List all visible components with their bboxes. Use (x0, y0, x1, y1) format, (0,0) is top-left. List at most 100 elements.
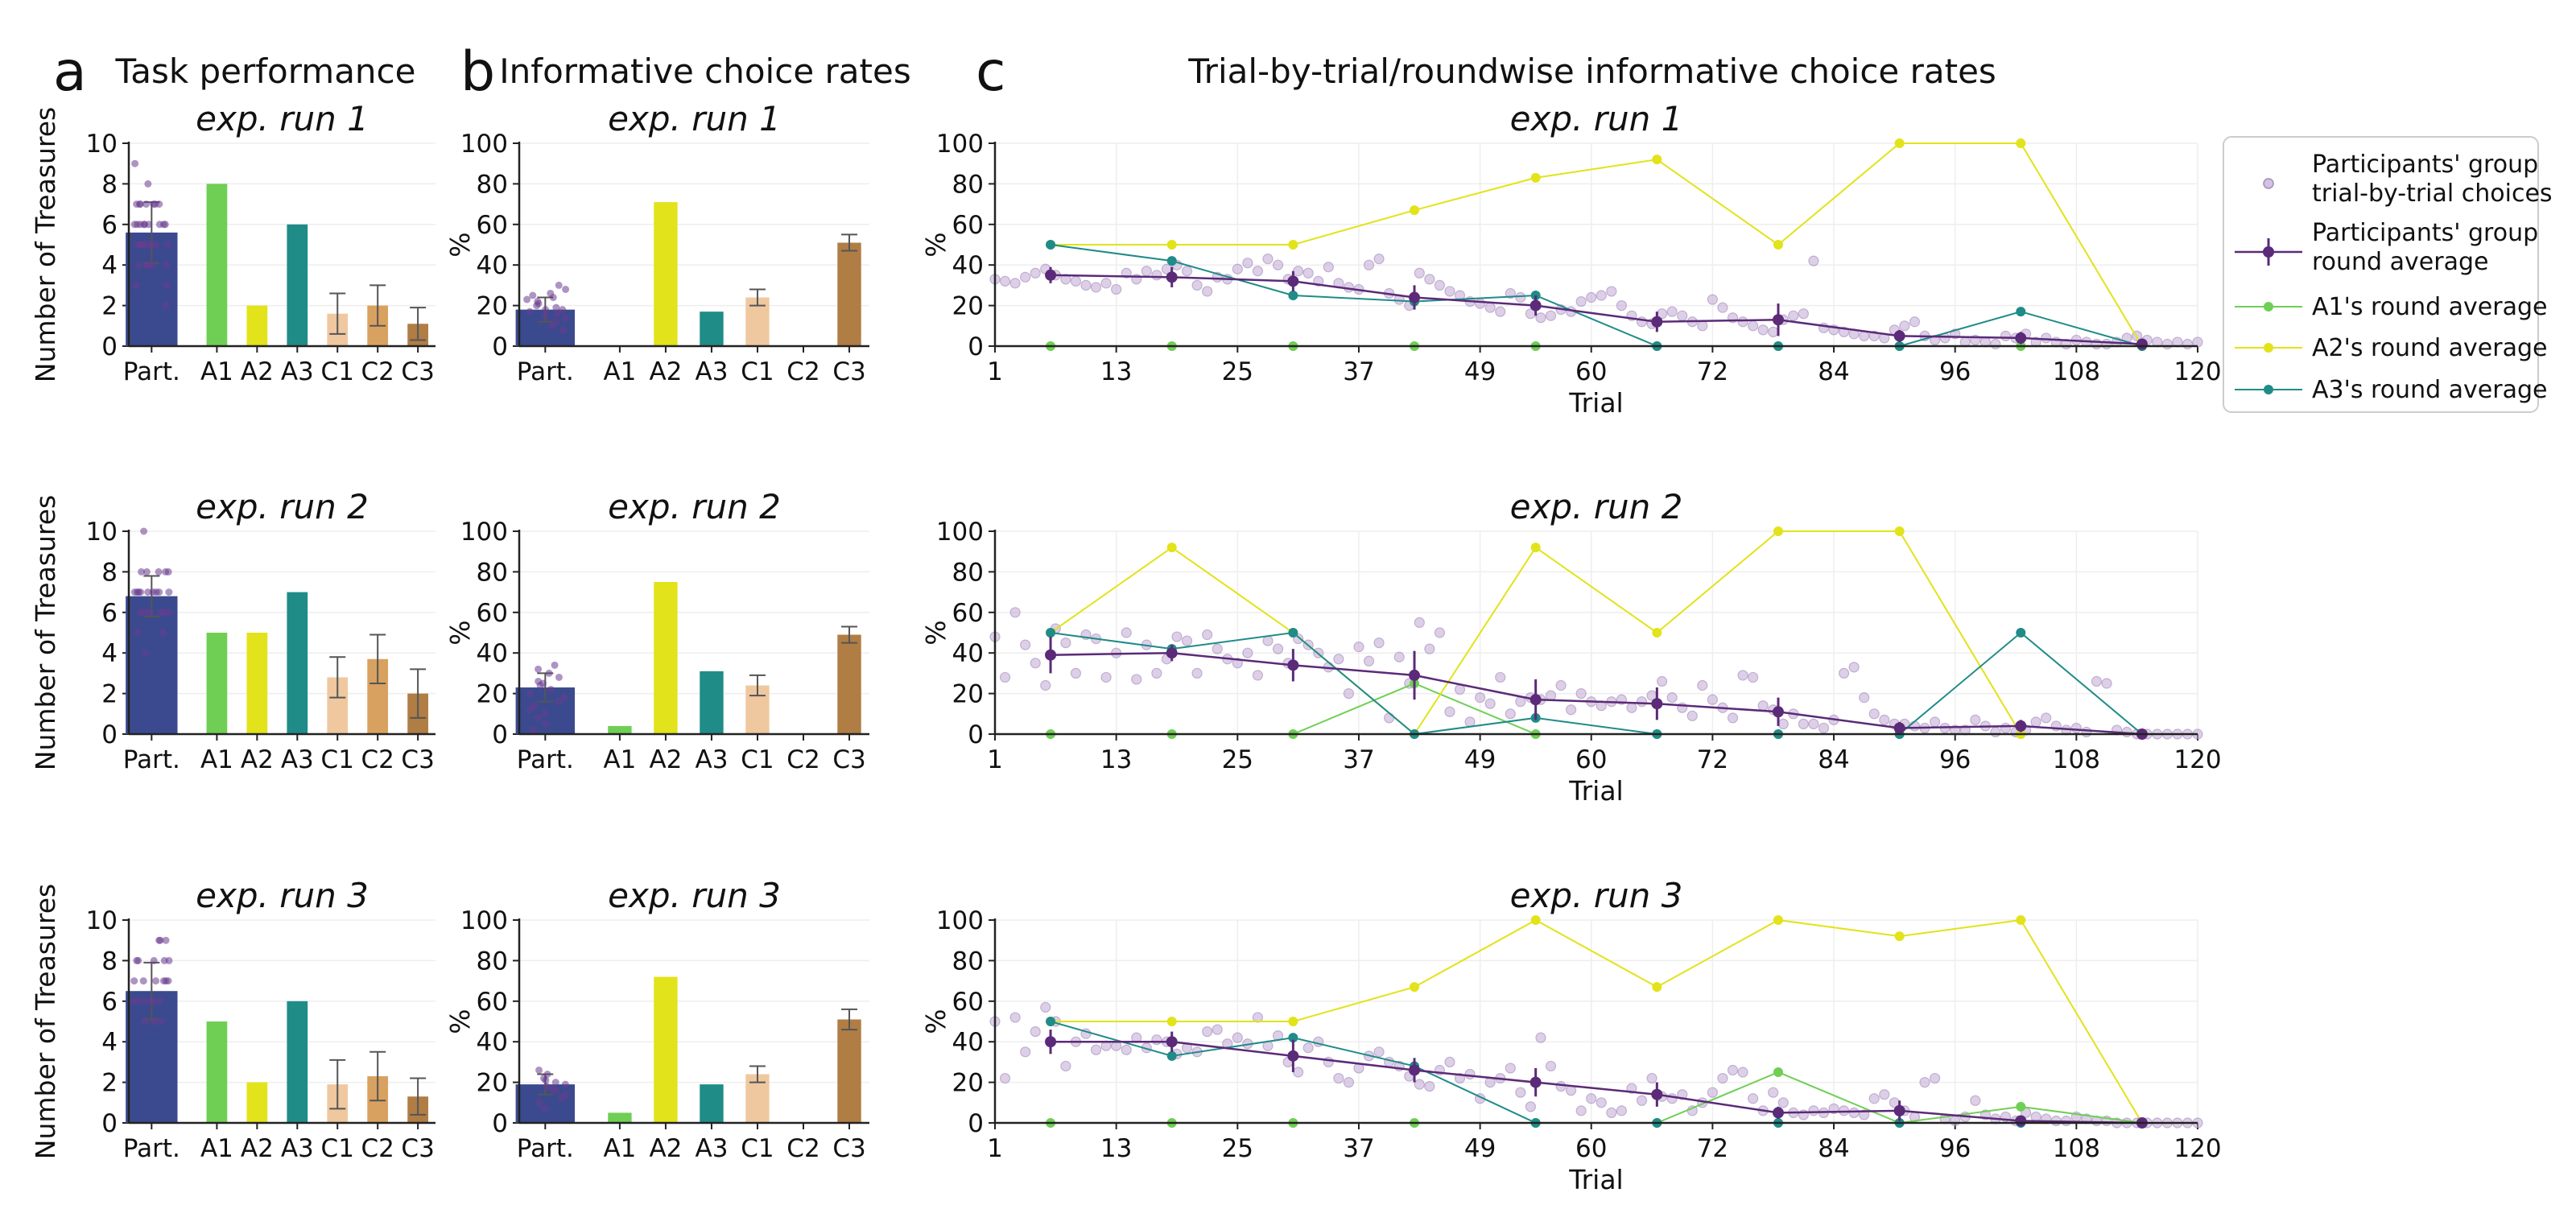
trial-choice-point-run2-trials-6 (1040, 679, 1051, 691)
bar-run3-treasures-A3 (287, 1001, 308, 1123)
participant-point-run1-treasures-23 (159, 221, 167, 229)
ytick-label-run3-treasures-5: 10 (86, 906, 118, 935)
trial-choice-point-run1-trials-17 (1151, 270, 1162, 281)
series-line-a2-round-run3-trials (1051, 918, 2143, 1124)
series-point-participants-round-run3-trials-0 (1045, 1036, 1057, 1048)
ytick-label-run2-treasures-3: 6 (101, 599, 118, 628)
trial-choice-point-run3-trials-65 (1636, 1095, 1648, 1106)
participant-point-run1-treasures-27 (142, 200, 151, 208)
trial-choice-point-run1-trials-100 (1990, 338, 2001, 350)
ytick-label-run1-informative-3: 60 (477, 211, 508, 240)
ylabel-run1-treasures: Number of Treasures (30, 107, 61, 382)
trial-choice-point-run1-trials-39 (1373, 254, 1385, 265)
xtick-label-run2-trials-2: 25 (1222, 745, 1253, 774)
ylabel-run1-informative: % (444, 232, 476, 257)
participant-point-run3-informative-1 (535, 1099, 543, 1107)
ytick-label-run3-informative-3: 60 (477, 988, 508, 1017)
trial-choice-point-run1-trials-10 (1080, 279, 1092, 291)
series-point-a2-round-run3-trials-4 (1530, 915, 1541, 925)
bar-chart-run1-treasures: 0 2 4 6 8 10 Part. A1 A2 A3 C1 C2 C3 exp. run 1 Number… (30, 99, 436, 386)
trial-choice-point-run2-trials-101 (2000, 722, 2012, 734)
series-point-a1-round-run3-trials-6 (1773, 1067, 1783, 1077)
trial-choice-point-run1-trials-119 (2182, 338, 2194, 350)
trial-choice-point-run2-trials-28 (1262, 635, 1274, 646)
trial-choice-point-run3-trials-62 (1606, 1107, 1617, 1119)
bar-run3-informative-A3 (700, 1084, 724, 1123)
subplot-title-run3-trials: exp. run 3 (1510, 876, 1683, 915)
trial-choice-point-run3-trials-60 (1586, 1093, 1597, 1104)
series-point-a3-round-run1-trials-2 (1288, 291, 1298, 300)
ytick-label-run3-treasures-1: 2 (101, 1069, 118, 1098)
xtick-label-run3-treasures-C1: C1 (321, 1134, 354, 1163)
xtick-label-run1-treasures-A1: A1 (200, 357, 233, 386)
series-point-a2-round-run1-trials-3 (1410, 205, 1420, 216)
trial-choice-point-run1-trials-111 (2101, 338, 2112, 350)
line-chart-run2-trials: 1 13 25 37 49 60 72 84 96 108 120 0 20 40 60 80 100 exp. … (920, 487, 2222, 807)
trial-choice-point-run1-trials-92 (1909, 316, 1921, 328)
trial-choice-point-run2-trials-83 (1818, 722, 1830, 734)
ytick-label-run2-informative-2: 40 (477, 639, 508, 668)
ytick-label-run2-informative-3: 60 (477, 599, 508, 628)
legend-frame (2223, 136, 2539, 413)
trial-choice-point-run1-trials-2 (999, 275, 1011, 287)
xtick-label-run3-treasures-A1: A1 (200, 1134, 233, 1163)
trial-choice-point-run1-trials-101 (2000, 330, 2012, 341)
series-point-participants-round-run3-trials-6 (1772, 1107, 1784, 1119)
series-point-participants-round-run1-trials-7 (1893, 330, 1905, 342)
series-point-participants-round-run3-trials-1 (1166, 1036, 1178, 1048)
series-point-participants-round-run2-trials-2 (1287, 659, 1299, 671)
trial-choice-point-run1-trials-62 (1606, 286, 1617, 297)
trial-choice-point-run2-trials-85 (1838, 667, 1850, 679)
trial-choice-point-run3-trials-39 (1373, 1046, 1385, 1058)
series-point-participants-round-run2-trials-8 (2015, 720, 2027, 732)
participant-point-run1-treasures-24 (145, 221, 153, 229)
series-point-a3-round-run1-trials-0 (1046, 240, 1056, 250)
series-point-participants-round-run1-trials-5 (1651, 316, 1663, 328)
trial-choice-point-run2-trials-88 (1868, 708, 1880, 720)
participant-point-run3-treasures-1 (141, 1017, 149, 1025)
trial-choice-point-run3-trials-14 (1121, 1044, 1132, 1055)
xtick-label-run1-treasures-A3: A3 (281, 357, 314, 386)
trial-choice-point-run2-trials-98 (1970, 714, 1981, 725)
trial-choice-point-run2-trials-89 (1879, 714, 1890, 725)
legend-label-a3: A3's round average (2312, 376, 2547, 404)
trial-choice-point-run3-trials-98 (1970, 1095, 1981, 1106)
xtick-label-run1-informative-A2: A2 (649, 357, 682, 386)
trial-choice-point-run3-trials-59 (1575, 1105, 1587, 1116)
bar-run1-informative-C3 (837, 242, 861, 346)
participant-point-run2-treasures-0 (142, 649, 150, 657)
trial-choice-point-run1-trials-27 (1252, 266, 1264, 277)
ytick-label-run3-informative-0: 0 (492, 1109, 508, 1138)
ylabel-run3-informative: % (444, 1009, 476, 1034)
bar-chart-run3-informative: 0 20 40 60 80 100 Part. A1 A2 A3 C1 C2 C3 exp. run 3% (444, 876, 869, 1163)
trial-choice-point-run3-trials-43 (1414, 1079, 1425, 1090)
participant-point-run1-informative-7 (559, 306, 567, 314)
trial-choice-point-run2-trials-49 (1475, 692, 1486, 704)
trial-choice-point-run2-trials-94 (1929, 716, 1941, 728)
series-point-participants-round-run1-trials-1 (1166, 271, 1178, 283)
participant-point-run2-informative-13 (555, 673, 563, 681)
trial-choice-point-run2-trials-92 (1909, 720, 1921, 732)
participant-point-run2-treasures-19 (155, 567, 163, 576)
participant-point-run1-treasures-33 (131, 159, 139, 167)
trial-choice-point-run3-trials-3 (1009, 1012, 1021, 1023)
trial-choice-point-run3-trials-56 (1545, 1060, 1557, 1072)
xlabel-run1-trials: Trial (1568, 387, 1623, 419)
xtick-label-run2-informative-A2: A2 (649, 745, 682, 774)
bar-chart-run2-informative: 0 20 40 60 80 100 Part. A1 A2 A3 C1 C2 C3 exp. run 2% (444, 487, 869, 774)
trial-choice-point-run3-trials-88 (1868, 1093, 1880, 1104)
participant-point-run1-treasures-4 (163, 261, 171, 269)
line-chart-run3-trials: 1 13 25 37 49 60 72 84 96 108 120 0 20 40 60 80 100 exp. … (920, 876, 2222, 1195)
participant-point-run1-informative-0 (559, 326, 567, 334)
participant-point-run2-informative-0 (529, 726, 537, 734)
trial-choice-point-run2-trials-108 (2070, 722, 2082, 734)
series-point-a3-round-run2-trials-8 (2016, 628, 2026, 638)
series-point-participants-round-run1-trials-9 (2136, 338, 2148, 350)
trial-choice-point-run2-trials-38 (1363, 655, 1375, 666)
ylabel-run2-trials: % (920, 620, 952, 645)
series-point-a2-round-run1-trials-2 (1288, 240, 1298, 250)
bar-run2-informative-C3 (837, 634, 861, 734)
ytick-label-run1-trials-5: 100 (936, 130, 984, 159)
trial-choice-point-run2-trials-35 (1333, 654, 1344, 665)
trial-choice-point-run2-trials-27 (1252, 670, 1264, 681)
